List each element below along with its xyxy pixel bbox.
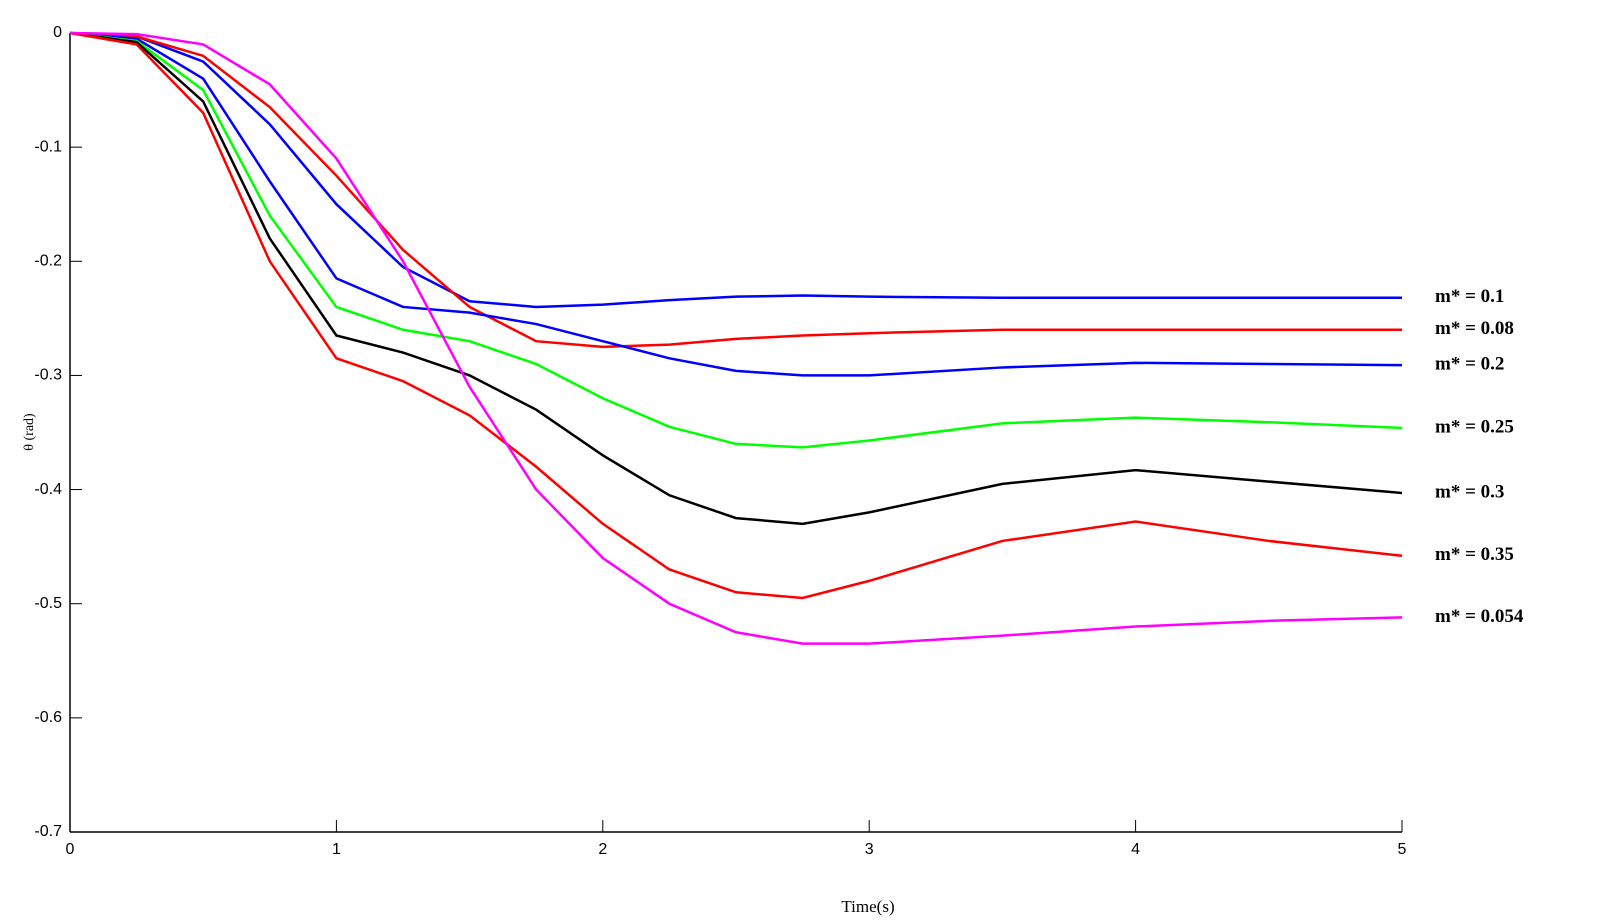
line-series xyxy=(69,31,1403,600)
line-series xyxy=(69,31,1403,449)
y-tick-label: -0.3 xyxy=(34,367,62,384)
y-tick-label: 0 xyxy=(53,24,62,41)
x-tick-label: 3 xyxy=(865,841,874,858)
series-label: m* = 0.1 xyxy=(1435,286,1504,307)
y-tick-label: -0.4 xyxy=(34,481,62,498)
x-tick-label: 0 xyxy=(66,841,75,858)
series-label: m* = 0.25 xyxy=(1435,416,1514,437)
line-series xyxy=(69,31,1402,309)
series-label: m* = 0.054 xyxy=(1435,606,1524,627)
series-label: m* = 0.35 xyxy=(1435,544,1514,565)
line-series xyxy=(69,31,1402,349)
line-series xyxy=(69,31,1403,377)
x-tick-label: 2 xyxy=(598,841,607,858)
x-tick-label: 1 xyxy=(332,841,341,858)
x-axis-label: Time(s) xyxy=(841,897,894,916)
x-tick-label: 4 xyxy=(1131,841,1140,858)
line-series xyxy=(69,31,1403,526)
series-label: m* = 0.08 xyxy=(1435,318,1514,339)
series-label: m* = 0.2 xyxy=(1435,354,1504,375)
y-tick-label: -0.7 xyxy=(34,823,62,840)
y-tick-label: -0.1 xyxy=(34,138,62,155)
y-tick-label: -0.2 xyxy=(34,253,62,270)
y-tick-label: -0.6 xyxy=(34,709,62,726)
line-series xyxy=(69,31,1403,645)
y-axis-label: θ (rad) xyxy=(22,413,37,451)
y-tick-label: -0.5 xyxy=(34,595,62,612)
series-label: m* = 0.3 xyxy=(1435,481,1504,502)
x-tick-label: 5 xyxy=(1398,841,1407,858)
